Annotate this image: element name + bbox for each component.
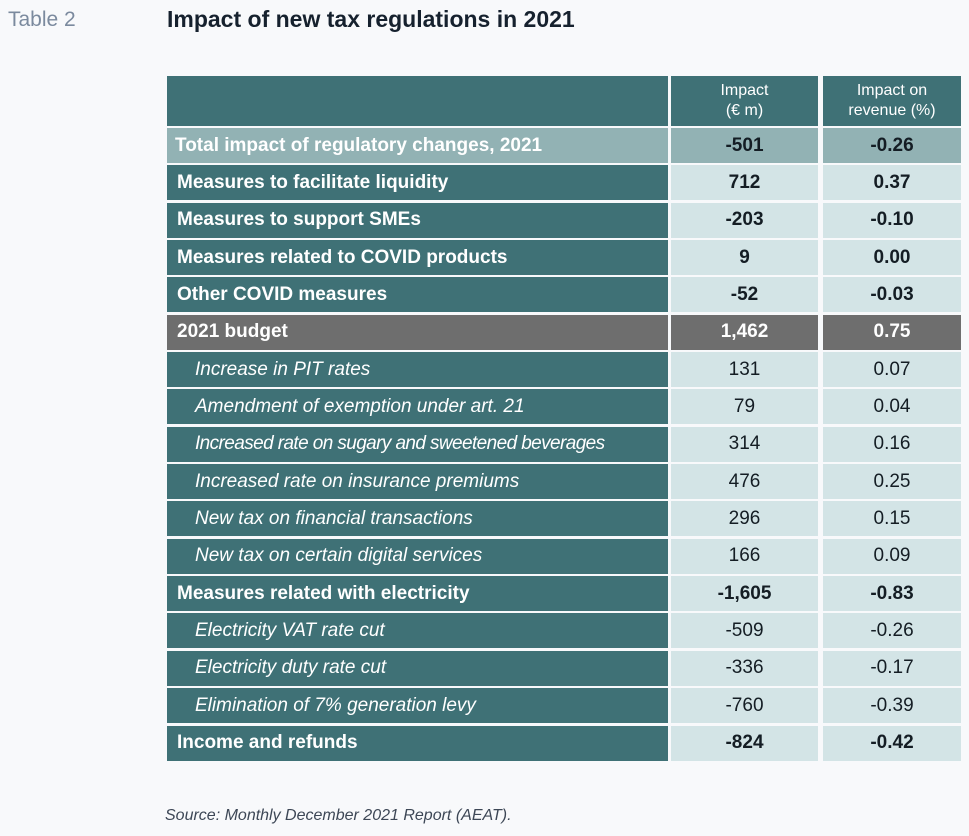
row-label: Total impact of regulatory changes, 2021 (167, 128, 668, 163)
row-impact: -824 (671, 725, 818, 761)
table-row-sub: Elimination of 7% generation levy -760 -… (167, 688, 961, 724)
row-impact: -760 (671, 688, 818, 724)
row-label: Measures to facilitate liquidity (167, 165, 668, 201)
row-revenue: 0.15 (823, 501, 961, 537)
table-row: Measures related with electricity -1,605… (167, 576, 961, 612)
row-revenue: -0.39 (823, 688, 961, 724)
row-label: Increase in PIT rates (167, 352, 668, 388)
row-label: Measures to support SMEs (167, 202, 668, 238)
row-impact: 476 (671, 464, 818, 500)
row-revenue: -0.83 (823, 576, 961, 612)
table-row-sub: Increased rate on insurance premiums 476… (167, 464, 961, 500)
table-number: Table 2 (8, 8, 76, 31)
table-row-total: Total impact of regulatory changes, 2021… (167, 128, 961, 163)
row-label: Measures related with electricity (167, 576, 668, 612)
row-impact: -509 (671, 613, 818, 649)
row-revenue: -0.26 (823, 128, 961, 163)
row-impact: 131 (671, 352, 818, 388)
row-revenue: 0.75 (823, 314, 961, 350)
row-label: Electricity VAT rate cut (167, 613, 668, 649)
row-revenue: 0.04 (823, 389, 961, 425)
row-revenue: 0.07 (823, 352, 961, 388)
row-revenue: 0.00 (823, 240, 961, 276)
tax-impact-table: Impact (€ m) Impact on revenue (%) Total… (167, 76, 961, 763)
table-row: Other COVID measures -52 -0.03 (167, 277, 961, 313)
row-revenue: -0.17 (823, 650, 961, 686)
table-row-sub: Electricity duty rate cut -336 -0.17 (167, 650, 961, 686)
row-impact: 166 (671, 538, 818, 574)
row-label: Increased rate on sugary and sweetened b… (167, 426, 668, 462)
row-label: Elimination of 7% generation levy (167, 688, 668, 724)
row-revenue: 0.16 (823, 426, 961, 462)
page-title: Impact of new tax regulations in 2021 (167, 6, 575, 32)
table-row: Measures to support SMEs -203 -0.10 (167, 202, 961, 238)
row-revenue: -0.42 (823, 725, 961, 761)
row-revenue: 0.37 (823, 165, 961, 201)
header-impact-line1: Impact (720, 82, 769, 99)
header-revenue-line2: revenue (%) (848, 102, 936, 119)
row-impact: 9 (671, 240, 818, 276)
source-note: Source: Monthly December 2021 Report (AE… (165, 807, 512, 824)
table-header: Impact (€ m) Impact on revenue (%) (167, 76, 961, 126)
row-revenue: -0.03 (823, 277, 961, 313)
row-impact: -52 (671, 277, 818, 313)
row-label: Income and refunds (167, 725, 668, 761)
table-row: Income and refunds -824 -0.42 (167, 725, 961, 761)
row-revenue: 0.09 (823, 538, 961, 574)
row-revenue: -0.26 (823, 613, 961, 649)
header-revenue-line1: Impact on (856, 82, 928, 99)
row-impact: -336 (671, 650, 818, 686)
row-label: Amendment of exemption under art. 21 (167, 389, 668, 425)
header-label-column (167, 76, 668, 126)
row-label: New tax on financial transactions (167, 501, 668, 537)
row-revenue: 0.25 (823, 464, 961, 500)
row-label: Other COVID measures (167, 277, 668, 313)
row-label: 2021 budget (167, 314, 668, 350)
row-impact: 296 (671, 501, 818, 537)
row-impact: 314 (671, 426, 818, 462)
row-impact: 712 (671, 165, 818, 201)
row-label: Increased rate on insurance premiums (167, 464, 668, 500)
table-row: Measures to facilitate liquidity 712 0.3… (167, 165, 961, 201)
row-label: Measures related to COVID products (167, 240, 668, 276)
row-label: Electricity duty rate cut (167, 650, 668, 686)
table-row-sub: Amendment of exemption under art. 21 79 … (167, 389, 961, 425)
row-impact: -501 (671, 128, 818, 163)
row-impact: -203 (671, 202, 818, 238)
table-row: Measures related to COVID products 9 0.0… (167, 240, 961, 276)
row-revenue: -0.10 (823, 202, 961, 238)
table-row-sub: New tax on certain digital services 166 … (167, 538, 961, 574)
table-row-budget: 2021 budget 1,462 0.75 (167, 314, 961, 350)
table-row-sub: Increase in PIT rates 131 0.07 (167, 352, 961, 388)
row-impact: -1,605 (671, 576, 818, 612)
header-impact-line2: (€ m) (725, 102, 764, 119)
row-impact: 79 (671, 389, 818, 425)
header-impact-column: Impact (€ m) (671, 76, 818, 126)
row-label: New tax on certain digital services (167, 538, 668, 574)
table-row-sub: Electricity VAT rate cut -509 -0.26 (167, 613, 961, 649)
row-impact: 1,462 (671, 314, 818, 350)
header-revenue-column: Impact on revenue (%) (823, 76, 961, 126)
table-row-sub: Increased rate on sugary and sweetened b… (167, 426, 961, 462)
table-row-sub: New tax on financial transactions 296 0.… (167, 501, 961, 537)
